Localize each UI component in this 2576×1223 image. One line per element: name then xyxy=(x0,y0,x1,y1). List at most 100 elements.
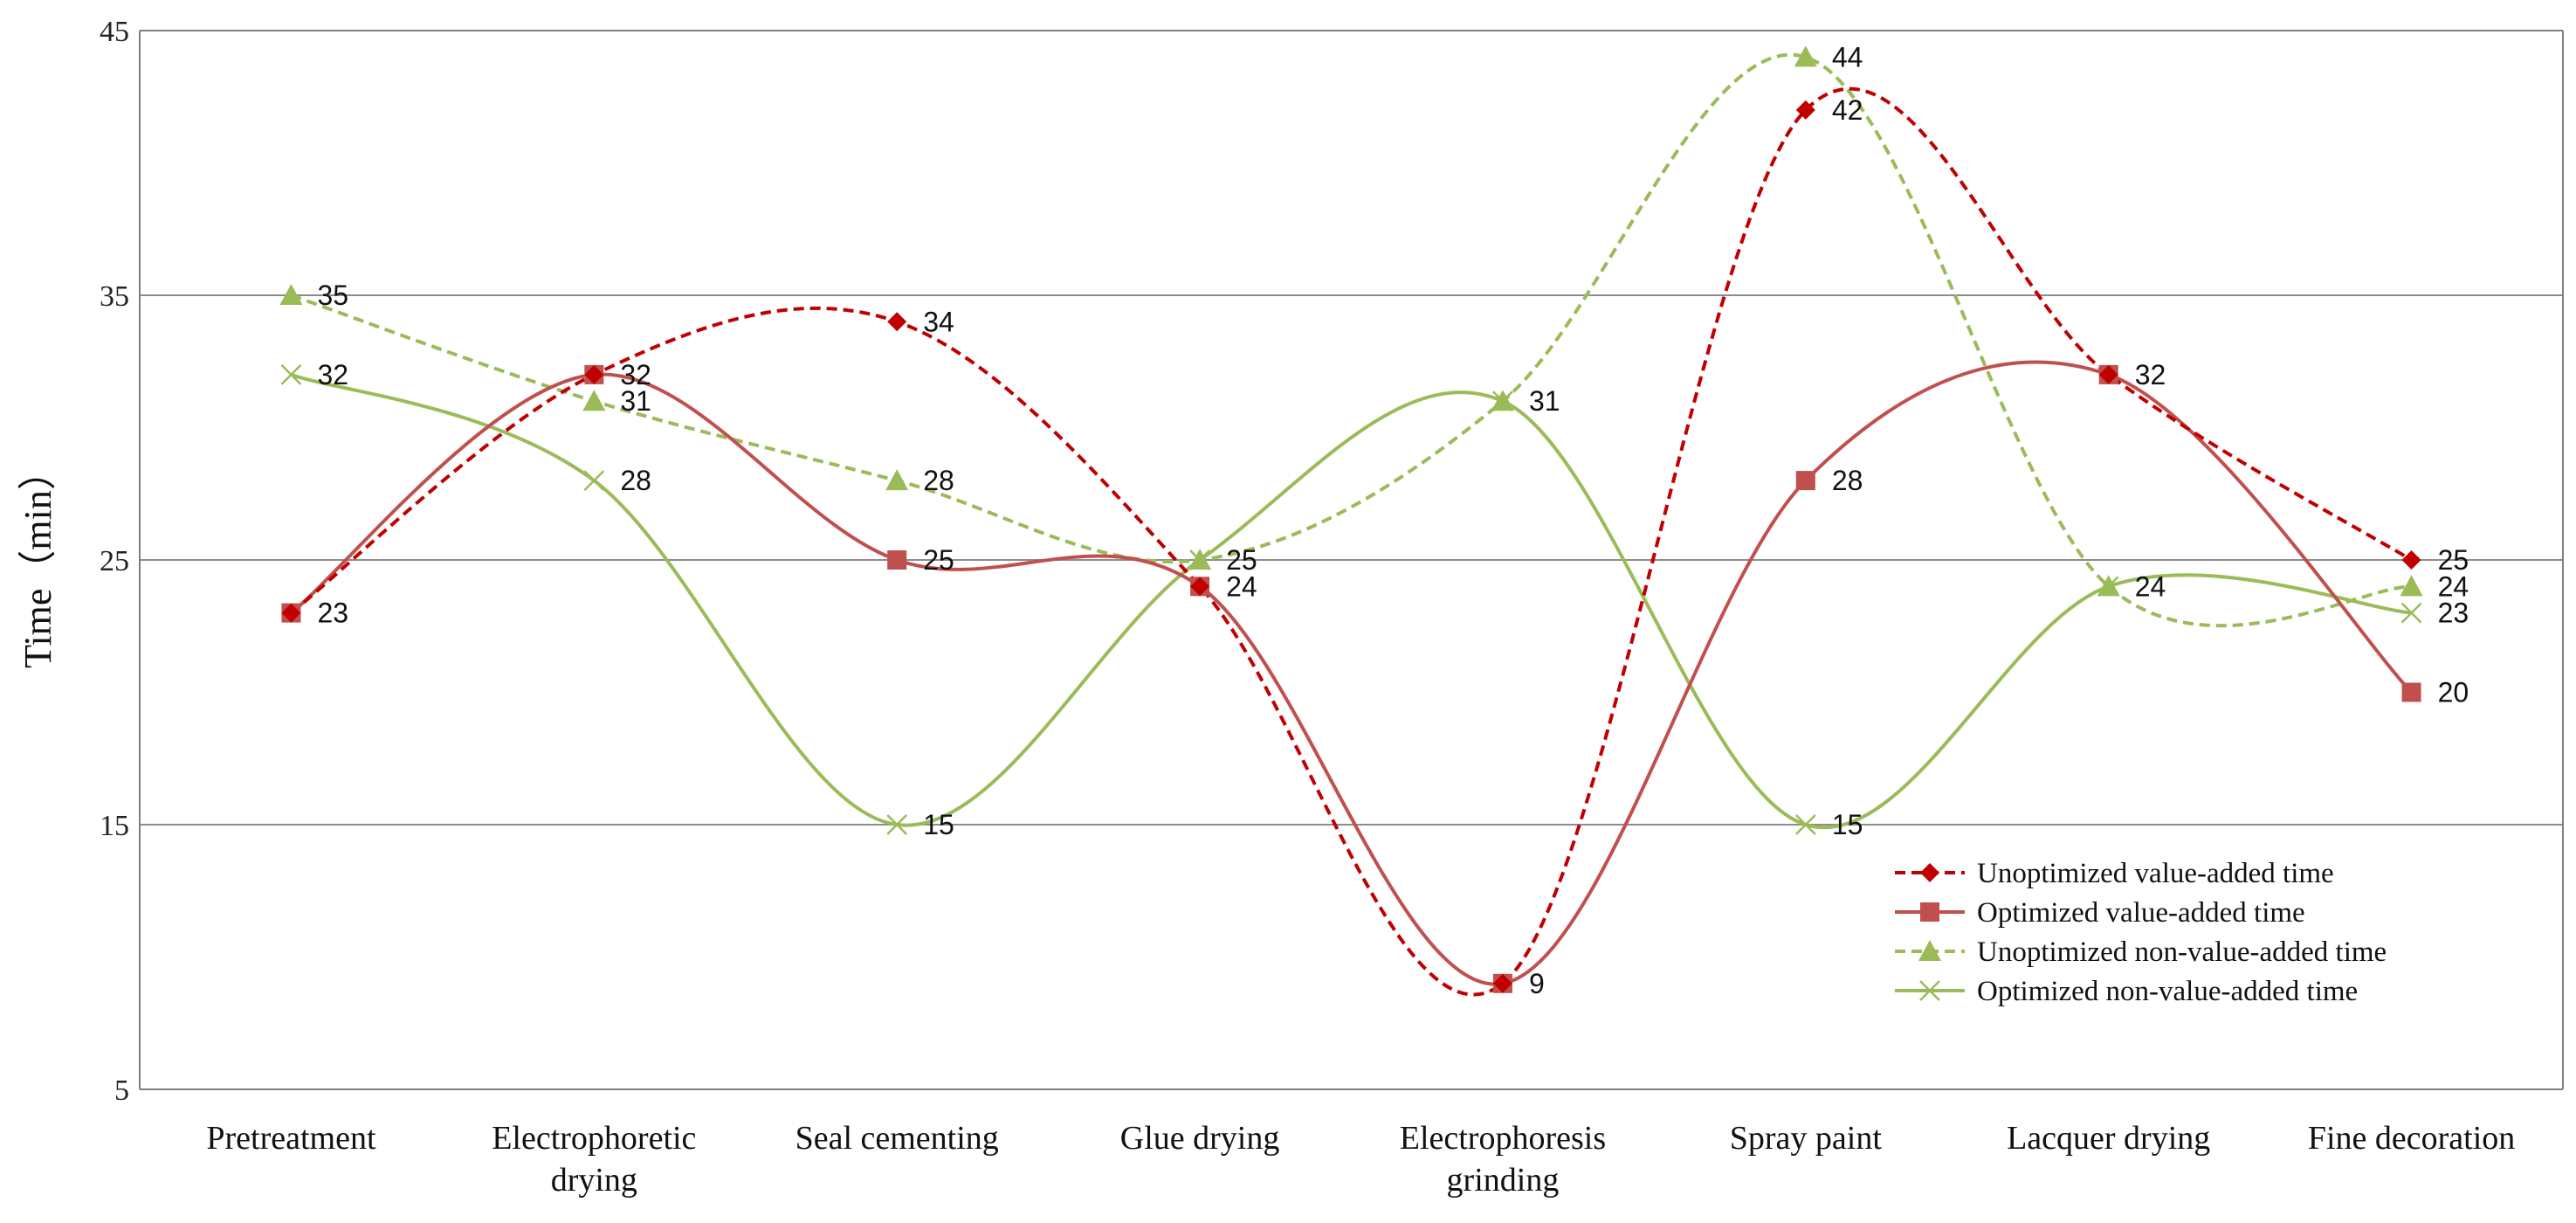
y-tick-label: 35 xyxy=(100,280,129,313)
x-category-label: Electrophoresis grinding xyxy=(1400,1120,1606,1199)
legend-label: Unoptimized non-value-added time xyxy=(1977,936,2387,968)
data-label: 23 xyxy=(2438,598,2469,629)
data-label: 32 xyxy=(2135,359,2166,390)
data-label: 23 xyxy=(317,598,348,629)
series-1-point xyxy=(2098,364,2118,384)
legend-item-2: Optimized value-added time xyxy=(1895,897,2305,929)
series-line-3 xyxy=(290,52,2412,628)
x-category-line: Glue drying xyxy=(1120,1120,1280,1157)
series-4-point xyxy=(1794,814,1816,835)
series-4-point xyxy=(886,814,908,835)
legend-swatch-marker xyxy=(1920,902,1939,922)
series-1-point xyxy=(1795,100,1815,120)
data-label: 25 xyxy=(2438,544,2469,576)
legend-swatch-marker xyxy=(1919,980,1940,1001)
x-category-label: Seal cementing xyxy=(796,1120,999,1157)
data-label: 31 xyxy=(620,385,651,417)
series-3-point xyxy=(2097,575,2120,597)
series-3-point xyxy=(1188,549,1212,570)
series-lines xyxy=(290,52,2414,997)
x-category-line: Fine decoration xyxy=(2308,1120,2515,1157)
y-axis-ticks: 5 15 25 35 45 xyxy=(100,16,129,1107)
x-category-line: Seal cementing xyxy=(796,1120,999,1157)
series-3-point xyxy=(885,469,909,491)
x-category-line: drying xyxy=(551,1162,637,1199)
data-label: 31 xyxy=(1529,385,1560,417)
legend-item-1: Unoptimized value-added time xyxy=(1895,858,2334,889)
series-1-point xyxy=(887,312,907,332)
series-3-point xyxy=(1794,45,1817,67)
data-label: 42 xyxy=(1832,94,1863,126)
data-label: 25 xyxy=(1226,544,1257,576)
series-4-point xyxy=(583,470,605,491)
series-1-point xyxy=(1190,577,1210,597)
legend-label: Optimized value-added time xyxy=(1977,897,2305,929)
x-category-line: grinding xyxy=(1447,1162,1560,1199)
legend-swatch-marker xyxy=(1920,863,1939,882)
data-label: 15 xyxy=(923,809,954,840)
x-category-label: Fine decoration xyxy=(2308,1120,2515,1157)
series-3-point xyxy=(279,284,303,306)
data-label: 15 xyxy=(1832,809,1863,840)
series-line-2 xyxy=(290,360,2414,986)
legend-swatch-marker xyxy=(1918,940,1941,962)
data-label: 28 xyxy=(620,465,651,496)
data-label: 20 xyxy=(2438,677,2469,708)
series-1-point xyxy=(584,364,604,384)
x-category-label: Spray paint xyxy=(1730,1120,1883,1157)
series-1-point xyxy=(2401,550,2421,570)
x-category-line: Electrophoretic xyxy=(492,1120,696,1157)
series-line-1 xyxy=(290,86,2413,997)
series-markers xyxy=(279,45,2423,993)
y-tick-label: 15 xyxy=(100,810,129,842)
data-label: 24 xyxy=(2135,570,2166,602)
series-2-point xyxy=(1795,471,1815,491)
data-label: 35 xyxy=(317,280,348,311)
marker-x-stroke xyxy=(2400,602,2422,624)
data-label: 32 xyxy=(620,359,651,390)
series-2-point xyxy=(887,550,907,570)
series-4-point xyxy=(2400,602,2422,624)
marker-x-stroke xyxy=(1919,980,1940,1001)
marker-x-stroke xyxy=(280,364,302,385)
x-category-label: Electrophoretic drying xyxy=(492,1120,696,1199)
series-4-point xyxy=(280,364,302,385)
data-label: 28 xyxy=(923,465,954,496)
x-category-label: Glue drying xyxy=(1120,1120,1280,1157)
y-tick-label: 25 xyxy=(100,545,129,577)
x-category-line: Pretreatment xyxy=(206,1120,376,1157)
y-tick-label: 5 xyxy=(114,1074,129,1107)
series-2-point xyxy=(2401,682,2421,702)
x-category-label: Pretreatment xyxy=(206,1120,376,1157)
legend-label: Unoptimized value-added time xyxy=(1977,858,2334,889)
data-label: 32 xyxy=(317,359,348,390)
legend-label: Optimized non-value-added time xyxy=(1977,976,2358,1007)
series-1-point xyxy=(1492,973,1512,993)
series-3-point xyxy=(2400,575,2423,597)
x-category-line: Lacquer drying xyxy=(2007,1120,2210,1157)
x-axis-categories: Pretreatment Electrophoretic drying Seal ce… xyxy=(206,1120,2515,1199)
y-axis-title: Time（min） xyxy=(17,452,59,668)
series-3-point xyxy=(582,390,606,411)
series-3-point xyxy=(1491,390,1514,411)
series-1-point xyxy=(281,603,301,623)
gridlines xyxy=(139,30,2564,1090)
y-tick-label: 45 xyxy=(100,16,129,48)
data-label: 25 xyxy=(923,544,954,576)
legend-item-4: Optimized non-value-added time xyxy=(1895,976,2358,1007)
marker-x-stroke xyxy=(886,814,908,835)
series-line-4 xyxy=(290,373,2412,829)
legend-item-3: Unoptimized non-value-added time xyxy=(1895,936,2387,968)
marker-x-stroke xyxy=(1794,814,1816,835)
marker-x-stroke xyxy=(583,470,605,491)
data-label: 34 xyxy=(923,306,954,337)
data-label: 28 xyxy=(1832,465,1863,496)
legend: Unoptimized value-added time Optimized va… xyxy=(1895,858,2387,1007)
data-label: 24 xyxy=(1226,570,1257,602)
data-label: 44 xyxy=(1832,41,1863,73)
x-category-line: Electrophoresis xyxy=(1400,1120,1606,1157)
x-category-line: Spray paint xyxy=(1730,1120,1883,1157)
